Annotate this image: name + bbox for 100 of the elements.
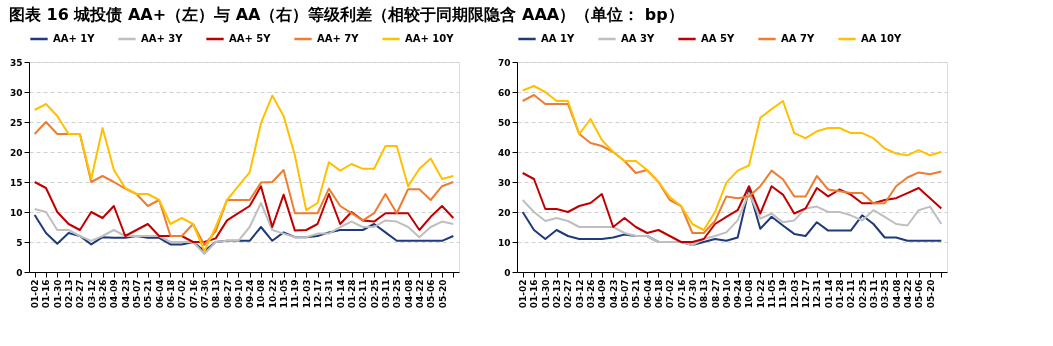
x-tick-label: 01-28 [347,279,357,309]
x-tick-label: 07-16 [188,279,199,309]
x-tick-label: 05-21 [631,279,642,309]
legend-label: AA+ 5Y [229,33,272,44]
x-tick-label: 09-24 [245,279,256,309]
y-tick-label: 15 [9,177,23,188]
x-tick-label: 12-17 [313,279,324,309]
x-tick-label: 07-30 [199,279,210,309]
x-tick-label: 03-25 [392,279,403,309]
chart-title: 图表 16 城投债 AA+（左）与 AA（右）等级利差（相较于同期限隐含 AAA）（单位： bp） [8,4,684,24]
y-tick-label: 20 [497,207,511,218]
x-tick-label: 02-25 [857,279,868,309]
x-tick-label: 05-20 [437,279,448,309]
x-tick-label: 06-18 [165,279,176,309]
x-tick-label: 10-08 [256,279,267,309]
x-tick-label: 10-08 [744,279,755,309]
y-tick-label: 30 [9,87,23,98]
x-tick-label: 11-05 [767,279,778,309]
x-tick-label: 08-13 [211,279,222,309]
x-tick-label: 02-13 [64,279,75,309]
y-tick-label: 40 [497,147,511,158]
y-tick-label: 25 [9,117,23,128]
x-tick-label: 02-27 [563,279,574,309]
x-tick-label: 03-12 [86,279,97,309]
y-tick-label: 35 [9,57,23,68]
y-tick-label: 10 [9,207,23,218]
x-tick-label: 12-17 [801,279,812,309]
legend-label: AA+ 7Y [317,33,360,44]
line-series [33,214,455,252]
legend-label: AA+ 10Y [405,33,455,44]
x-tick-label: 01-16 [529,279,540,309]
x-tick-label: 07-02 [665,279,676,309]
x-tick-label: 01-02 [518,279,529,309]
x-tick-label: 05-07 [132,279,142,309]
x-tick-label: 03-12 [574,279,585,309]
x-tick-label: 05-21 [143,279,154,309]
x-tick-label: 07-16 [676,279,687,309]
legend-label: AA+ 1Y [53,33,96,44]
line-series [521,172,943,243]
x-tick-label: 11-19 [778,279,789,309]
y-tick-label: 20 [9,147,23,158]
y-tick-label: 30 [497,177,511,188]
y-tick-label: 0 [16,267,23,278]
x-tick-label: 06-04 [154,279,165,309]
line-series [33,202,455,255]
x-tick-label: 08-13 [699,279,710,309]
x-tick-label: 02-25 [369,279,380,309]
x-tick-label: 04-23 [120,279,131,309]
y-tick-label: 60 [497,87,511,98]
x-tick-label: 01-14 [823,279,834,309]
legend-label: AA 5Y [701,33,735,44]
x-tick-label: 12-03 [789,279,800,309]
x-tick-label: 06-04 [642,279,653,309]
legend-label: AA 10Y [861,33,902,44]
x-tick-label: 01-02 [30,279,41,309]
x-tick-label: 01-16 [41,279,52,309]
x-tick-label: 02-11 [358,279,369,309]
x-tick-label: 09-10 [721,279,732,309]
x-tick-label: 05-20 [925,279,936,309]
x-tick-label: 03-25 [880,279,891,309]
x-tick-label: 05-06 [914,279,925,309]
x-tick-label: 04-23 [608,279,619,309]
x-tick-label: 01-30 [540,279,551,309]
x-tick-label: 06-18 [653,279,664,309]
x-tick-label: 03-26 [98,279,109,309]
x-tick-label: 04-22 [902,279,913,309]
x-tick-label: 10-22 [755,279,766,309]
x-tick-label: 01-28 [835,279,845,309]
line-series [33,181,455,243]
x-tick-label: 10-22 [267,279,278,309]
x-tick-label: 11-19 [290,279,301,309]
x-tick-label: 04-08 [891,279,902,309]
x-tick-label: 03-11 [868,279,879,309]
legend-label: AA 7Y [781,33,815,44]
x-tick-label: 11-05 [279,279,290,309]
x-tick-label: 07-02 [177,279,188,309]
x-tick-label: 08-27 [222,279,233,309]
x-tick-label: 03-26 [586,279,597,309]
x-tick-label: 09-24 [733,279,744,309]
y-tick-label: 50 [497,117,511,128]
x-tick-label: 03-11 [380,279,391,309]
y-tick-label: 0 [504,267,511,278]
x-tick-label: 04-22 [414,279,425,309]
x-tick-label: 04-09 [597,279,608,309]
x-tick-label: 07-30 [687,279,698,309]
x-tick-label: 12-31 [812,279,823,309]
line-series [33,94,455,252]
legend-label: AA 1Y [541,33,575,44]
y-tick-label: 10 [497,237,511,248]
x-tick-label: 02-11 [846,279,857,309]
x-tick-label: 05-07 [620,279,630,309]
x-tick-label: 01-14 [335,279,346,309]
x-tick-label: 12-03 [301,279,312,309]
x-tick-label: 04-09 [109,279,120,309]
x-tick-label: 02-27 [75,279,86,309]
x-tick-label: 05-06 [426,279,437,309]
x-tick-label: 09-10 [233,279,244,309]
legend-label: AA+ 3Y [141,33,184,44]
x-tick-label: 08-27 [710,279,721,309]
legend-label: AA 3Y [621,33,655,44]
